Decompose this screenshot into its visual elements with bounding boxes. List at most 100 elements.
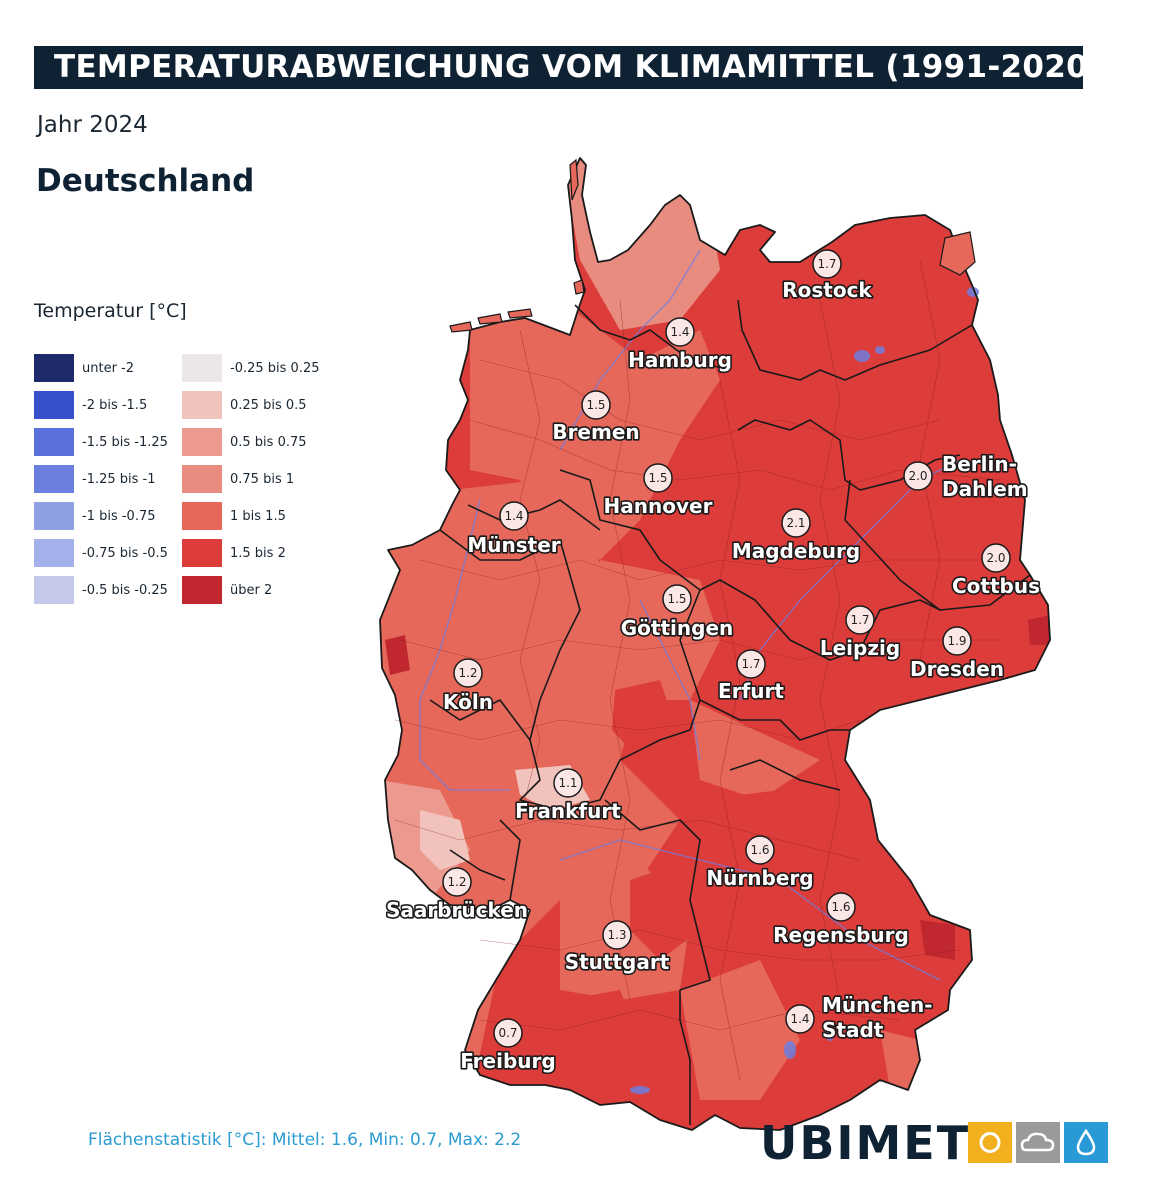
legend-swatch xyxy=(34,428,74,456)
city-label: Rostock xyxy=(782,278,872,302)
city-label: Cottbus xyxy=(952,574,1040,598)
legend-swatch xyxy=(34,576,74,604)
city-label: Freiburg xyxy=(460,1049,555,1073)
city-value: 1.5 xyxy=(586,398,605,412)
legend-swatch xyxy=(182,391,222,419)
city-value: 1.6 xyxy=(831,900,850,914)
city-label: Berlin- xyxy=(942,452,1017,476)
legend-label: -1 bis -0.75 xyxy=(82,509,156,524)
legend-swatch xyxy=(182,576,222,604)
city-value: 1.7 xyxy=(741,657,760,671)
legend-swatch xyxy=(182,502,222,530)
city-value: 1.7 xyxy=(850,613,869,627)
city-value: 2.0 xyxy=(986,551,1005,565)
city-label: Erfurt xyxy=(718,679,784,703)
city-label: Leipzig xyxy=(820,636,900,660)
city-marker-hannover: 1.5 Hannover xyxy=(602,463,714,520)
legend-label: 1.5 bis 2 xyxy=(230,546,286,561)
city-markers: 1.7 Rostock 1.4 Hamburg 1.5 Bremen 1.5 H… xyxy=(384,249,1042,1075)
city-value: 1.2 xyxy=(458,666,477,680)
city-label: München- xyxy=(822,993,933,1017)
city-label: Köln xyxy=(443,690,493,714)
city-value: 1.4 xyxy=(670,325,689,339)
city-value: 1.5 xyxy=(648,471,667,485)
region-title: Deutschland xyxy=(36,163,255,199)
city-marker-freiburg: 0.7 Freiburg xyxy=(459,1018,557,1075)
legend-label: über 2 xyxy=(230,583,273,598)
cloud-icon-graphic xyxy=(1020,1132,1055,1152)
city-value: 0.7 xyxy=(498,1026,517,1040)
legend-label: 0.5 bis 0.75 xyxy=(230,435,307,450)
city-value: 1.2 xyxy=(447,875,466,889)
area-statistics: Flächenstatistik [°C]: Mittel: 1.6, Min:… xyxy=(88,1130,522,1150)
islands xyxy=(449,158,976,333)
legend-swatch xyxy=(182,354,222,382)
state-borders xyxy=(429,299,1031,1125)
city-marker-muenchen: 1.4 München- Stadt xyxy=(785,991,934,1044)
legend-label: -0.25 bis 0.25 xyxy=(230,361,320,376)
drop-icon-graphic xyxy=(1076,1128,1096,1156)
city-marker-dresden: 1.9 Dresden xyxy=(908,626,1006,683)
sun-icon xyxy=(968,1122,1012,1163)
city-value: 2.0 xyxy=(908,469,927,483)
city-value: 1.5 xyxy=(667,592,686,606)
legend-label: 0.25 bis 0.5 xyxy=(230,398,307,413)
legend-label: -1.25 bis -1 xyxy=(82,472,156,487)
legend-label: -0.75 bis -0.5 xyxy=(82,546,168,561)
city-value: 1.6 xyxy=(750,843,769,857)
ubimet-logo: UBIMET xyxy=(760,1116,971,1170)
legend-swatch xyxy=(34,391,74,419)
legend-label: unter -2 xyxy=(82,361,135,376)
country-border xyxy=(379,157,1051,1131)
city-marker-magdeburg: 2.1 Magdeburg xyxy=(730,508,862,565)
city-marker-berlin: 2.0 Berlin- Dahlem xyxy=(903,450,1029,503)
city-value: 2.1 xyxy=(786,516,805,530)
city-label: Nürnberg xyxy=(706,866,813,890)
city-label: Dresden xyxy=(910,657,1004,681)
legend-label: 0.75 bis 1 xyxy=(230,472,295,487)
city-value: 1.4 xyxy=(790,1012,809,1026)
city-marker-saarbruecken: 1.2 Saarbrücken xyxy=(384,867,530,924)
drop-icon xyxy=(1064,1122,1108,1163)
legend-label: -1.5 bis -1.25 xyxy=(82,435,168,450)
city-value: 1.1 xyxy=(558,776,577,790)
city-label: Frankfurt xyxy=(515,799,621,823)
city-value: 1.7 xyxy=(817,257,836,271)
legend-label: -0.5 bis -0.25 xyxy=(82,583,168,598)
city-label: Bremen xyxy=(552,420,639,444)
city-label: Göttingen xyxy=(621,616,734,640)
city-label: Regensburg xyxy=(773,923,909,947)
city-marker-cottbus: 2.0 Cottbus xyxy=(950,543,1042,600)
city-label: Hamburg xyxy=(628,348,732,372)
water-bodies xyxy=(630,287,979,1094)
city-value: 1.4 xyxy=(504,509,523,523)
city-label: Saarbrücken xyxy=(386,898,528,922)
legend-label: 1 bis 1.5 xyxy=(230,509,286,524)
legend-label: -2 bis -1.5 xyxy=(82,398,148,413)
city-label-line2: Dahlem xyxy=(942,477,1028,501)
city-marker-hamburg: 1.4 Hamburg xyxy=(626,317,734,374)
legend-swatch xyxy=(34,465,74,493)
city-marker-koeln: 1.2 Köln xyxy=(441,658,495,716)
legend-swatch xyxy=(182,428,222,456)
cloud-icon xyxy=(1016,1122,1060,1163)
legend-title: Temperatur [°C] xyxy=(34,300,187,322)
city-marker-nuernberg: 1.6 Nürnberg xyxy=(705,835,815,892)
city-label: Münster xyxy=(467,533,560,557)
city-marker-frankfurt: 1.1 Frankfurt xyxy=(514,768,623,825)
city-label-line2: Stadt xyxy=(822,1018,884,1042)
city-label: Hannover xyxy=(604,494,713,518)
city-marker-goettingen: 1.5 Göttingen xyxy=(619,584,735,642)
city-value: 1.3 xyxy=(607,928,626,942)
city-marker-regensburg: 1.6 Regensburg xyxy=(772,892,910,949)
city-marker-stuttgart: 1.3 Stuttgart xyxy=(563,920,671,976)
legend-swatch xyxy=(182,465,222,493)
city-marker-leipzig: 1.7 Leipzig xyxy=(818,605,902,662)
legend-swatch xyxy=(34,502,74,530)
city-value: 1.9 xyxy=(947,634,966,648)
city-label: Magdeburg xyxy=(732,539,860,563)
city-marker-bremen: 1.5 Bremen xyxy=(551,390,641,446)
year-subtitle: Jahr 2024 xyxy=(37,112,148,138)
city-label: Stuttgart xyxy=(565,950,670,974)
